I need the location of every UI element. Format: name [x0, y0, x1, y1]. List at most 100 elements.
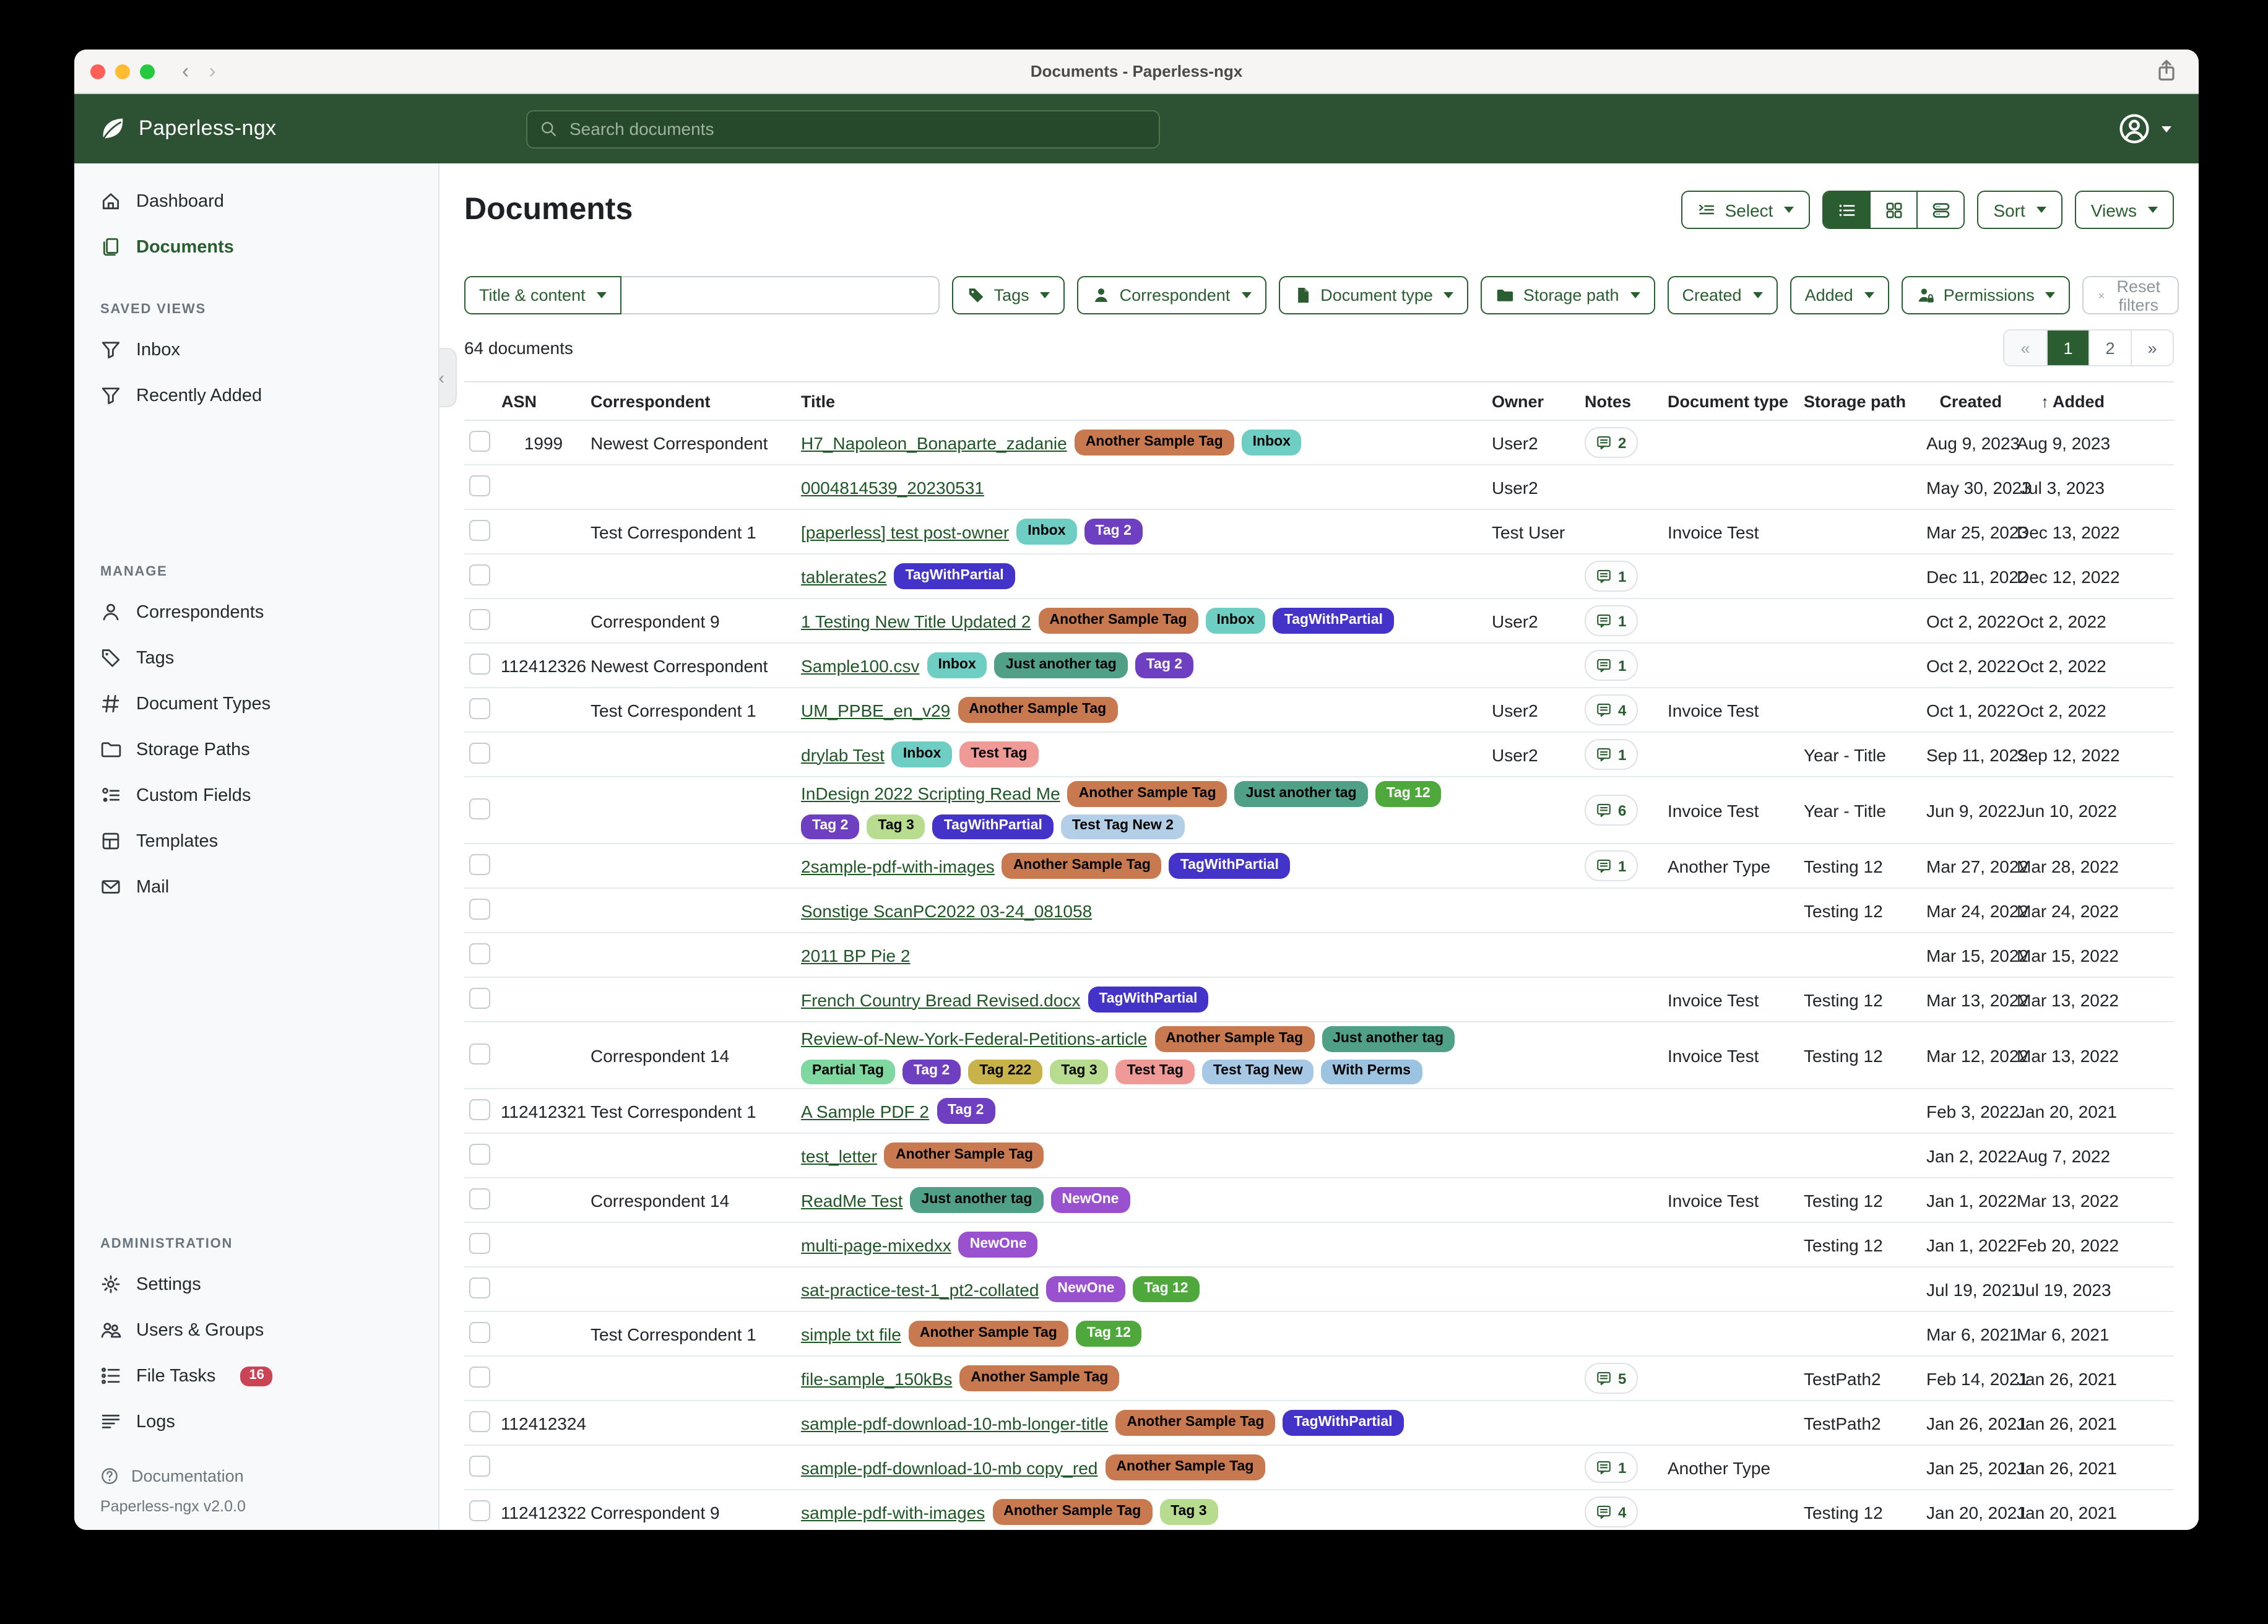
- zoom-window-button[interactable]: [140, 64, 155, 79]
- row-checkbox[interactable]: [469, 742, 490, 763]
- row-checkbox[interactable]: [469, 943, 490, 964]
- tag-tagwithpartial[interactable]: TagWithPartial: [1169, 853, 1290, 879]
- tag-tag-3[interactable]: Tag 3: [867, 814, 925, 839]
- document-title-link[interactable]: French Country Bread Revised.docx: [801, 990, 1081, 1009]
- sidebar-item-documents[interactable]: Documents: [74, 224, 438, 270]
- sidebar-item-recently-added[interactable]: Recently Added: [74, 373, 438, 418]
- minimize-window-button[interactable]: [115, 64, 130, 79]
- document-title-link[interactable]: 0004814539_20230531: [801, 477, 984, 497]
- tag-tag-2[interactable]: Tag 2: [1084, 519, 1143, 545]
- notes-badge[interactable]: 1: [1585, 739, 1638, 770]
- tag-another-sample-tag[interactable]: Another Sample Tag: [1105, 1454, 1265, 1480]
- tag-another-sample-tag[interactable]: Another Sample Tag: [908, 1321, 1068, 1347]
- sidebar-item-mail[interactable]: Mail: [74, 864, 438, 910]
- tag-just-another-tag[interactable]: Just another tag: [1322, 1026, 1455, 1052]
- document-title-link[interactable]: sample-pdf-with-images: [801, 1502, 985, 1522]
- pagination-page-1-button[interactable]: 1: [2046, 330, 2088, 365]
- sidebar-item-templates[interactable]: Templates: [74, 818, 438, 864]
- tag-inbox[interactable]: Inbox: [1016, 519, 1077, 545]
- row-checkbox[interactable]: [469, 653, 490, 674]
- tag-tagwithpartial[interactable]: TagWithPartial: [1273, 608, 1394, 634]
- row-checkbox[interactable]: [469, 608, 490, 629]
- document-title-link[interactable]: multi-page-mixedxx: [801, 1235, 951, 1255]
- document-title-link[interactable]: Sample100.csv: [801, 655, 920, 675]
- sidebar-collapse-button[interactable]: «: [439, 348, 457, 407]
- column-header-document-type[interactable]: Document type: [1668, 392, 1789, 410]
- documentation-link[interactable]: Documentation: [74, 1457, 438, 1494]
- document-title-link[interactable]: drylab Test: [801, 745, 885, 764]
- column-header-title[interactable]: Title: [801, 392, 836, 410]
- cards-view-button[interactable]: [1916, 192, 1964, 228]
- pagination-page-2-button[interactable]: 2: [2088, 330, 2131, 365]
- tag-another-sample-tag[interactable]: Another Sample Tag: [992, 1499, 1153, 1525]
- tag-tag-2[interactable]: Tag 2: [937, 1098, 995, 1124]
- pagination-prev-button[interactable]: «: [2004, 330, 2046, 365]
- document-title-link[interactable]: tablerates2: [801, 566, 887, 586]
- sidebar-item-users-groups[interactable]: Users & Groups: [74, 1307, 438, 1353]
- tag-another-sample-tag[interactable]: Another Sample Tag: [1002, 853, 1162, 879]
- row-checkbox[interactable]: [469, 1500, 490, 1521]
- tag-tag-3[interactable]: Tag 3: [1050, 1059, 1109, 1084]
- reset-filters-button[interactable]: Reset filters: [2082, 276, 2179, 314]
- column-header-notes[interactable]: Notes: [1585, 392, 1632, 410]
- document-title-link[interactable]: test_letter: [801, 1146, 877, 1165]
- document-title-link[interactable]: A Sample PDF 2: [801, 1101, 929, 1121]
- tag-tagwithpartial[interactable]: TagWithPartial: [932, 814, 1054, 839]
- document-title-link[interactable]: 2011 BP Pie 2: [801, 945, 911, 965]
- column-header-owner[interactable]: Owner: [1492, 392, 1544, 410]
- row-checkbox[interactable]: [469, 1366, 490, 1387]
- row-checkbox[interactable]: [469, 1232, 490, 1253]
- document-title-link[interactable]: ReadMe Test: [801, 1190, 903, 1210]
- notes-badge[interactable]: 1: [1585, 1452, 1638, 1483]
- row-checkbox[interactable]: [469, 475, 490, 496]
- document-title-link[interactable]: Sonstige ScanPC2022 03-24_081058: [801, 901, 1093, 920]
- sidebar-item-file-tasks[interactable]: File Tasks 16: [74, 1353, 438, 1399]
- filter-document-type-button[interactable]: Document type: [1278, 276, 1469, 314]
- column-header-correspondent[interactable]: Correspondent: [591, 392, 711, 410]
- tag-tag-12[interactable]: Tag 12: [1133, 1276, 1200, 1302]
- document-title-link[interactable]: sample-pdf-download-10-mb copy_red: [801, 1458, 1098, 1477]
- tag-another-sample-tag[interactable]: Another Sample Tag: [884, 1142, 1044, 1168]
- search-input[interactable]: [567, 118, 1146, 140]
- tag-another-sample-tag[interactable]: Another Sample Tag: [1115, 1410, 1276, 1436]
- row-checkbox[interactable]: [469, 1455, 490, 1476]
- row-checkbox[interactable]: [469, 898, 490, 919]
- browser-back-button[interactable]: ‹: [182, 59, 189, 83]
- notes-badge[interactable]: 1: [1585, 850, 1638, 881]
- row-checkbox[interactable]: [469, 1410, 490, 1432]
- row-checkbox[interactable]: [469, 564, 490, 585]
- tag-another-sample-tag[interactable]: Another Sample Tag: [1154, 1026, 1315, 1052]
- tag-another-sample-tag[interactable]: Another Sample Tag: [1074, 430, 1234, 456]
- notes-badge[interactable]: 1: [1585, 605, 1638, 636]
- filter-correspondent-button[interactable]: Correspondent: [1077, 276, 1266, 314]
- notes-badge[interactable]: 4: [1585, 694, 1638, 725]
- tag-tag-3[interactable]: Tag 3: [1159, 1499, 1218, 1525]
- tag-tag-2[interactable]: Tag 2: [801, 814, 860, 839]
- tag-inbox[interactable]: Inbox: [1205, 608, 1266, 634]
- notes-badge[interactable]: 2: [1585, 427, 1638, 458]
- document-title-link[interactable]: sample-pdf-download-10-mb-longer-title: [801, 1413, 1109, 1433]
- row-checkbox[interactable]: [469, 798, 490, 819]
- tag-just-another-tag[interactable]: Just another tag: [1234, 781, 1368, 806]
- brand[interactable]: Paperless-ngx: [74, 115, 439, 142]
- row-checkbox[interactable]: [469, 987, 490, 1008]
- tag-another-sample-tag[interactable]: Another Sample Tag: [1067, 781, 1227, 806]
- sidebar-item-inbox[interactable]: Inbox: [74, 327, 438, 373]
- tag-just-another-tag[interactable]: Just another tag: [994, 652, 1128, 678]
- document-title-link[interactable]: [paperless] test post-owner: [801, 522, 1010, 542]
- sort-button[interactable]: Sort: [1977, 191, 2062, 229]
- column-header-created[interactable]: Created: [1939, 392, 2002, 410]
- document-title-link[interactable]: 1 Testing New Title Updated 2: [801, 611, 1031, 631]
- filter-created-button[interactable]: Created: [1667, 276, 1778, 314]
- tag-tag-12[interactable]: Tag 12: [1375, 781, 1442, 806]
- row-checkbox[interactable]: [469, 1143, 490, 1164]
- close-window-button[interactable]: [90, 64, 105, 79]
- tag-another-sample-tag[interactable]: Another Sample Tag: [958, 697, 1118, 723]
- row-checkbox[interactable]: [469, 430, 490, 451]
- tag-inbox[interactable]: Inbox: [927, 652, 987, 678]
- sidebar-item-dashboard[interactable]: Dashboard: [74, 178, 438, 224]
- document-title-link[interactable]: file-sample_150kBs: [801, 1368, 953, 1388]
- pagination-next-button[interactable]: »: [2131, 330, 2173, 365]
- row-checkbox[interactable]: [469, 1321, 490, 1342]
- tag-newone[interactable]: NewOne: [1046, 1276, 1126, 1302]
